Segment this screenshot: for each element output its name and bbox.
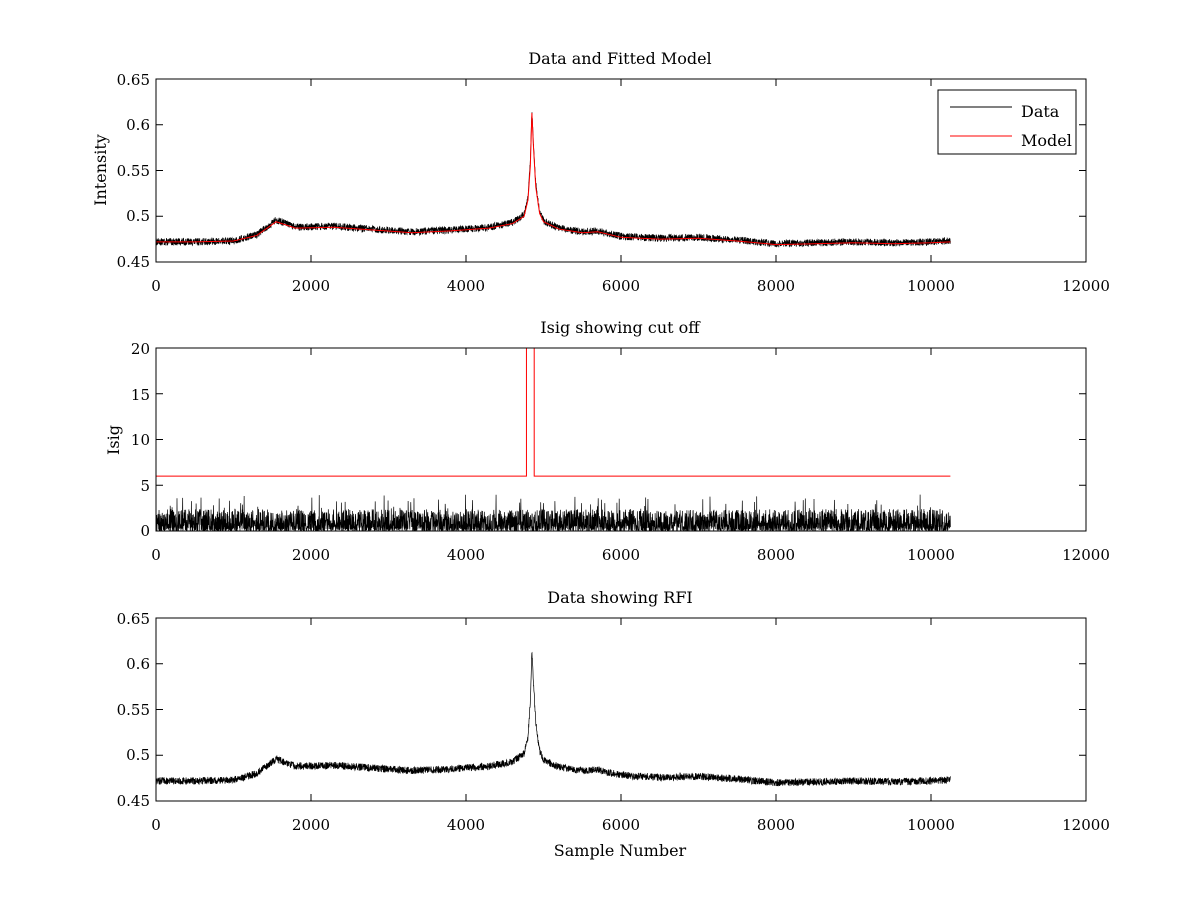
panel-2-y-tick-label: 15: [131, 386, 150, 404]
panel-2-title: Isig showing cut off: [540, 318, 701, 337]
panel-3-x-tick-label: 6000: [602, 816, 640, 834]
panel-3-x-tick-labels: 0 2000 4000 6000 8000 10000 12000: [151, 816, 1110, 834]
panel-2-y-tick-label: 20: [131, 340, 150, 358]
panel-3-x-tick-label: 10000: [907, 816, 955, 834]
panel-3-xlabel: Sample Number: [554, 841, 687, 860]
panel-2-x-tick-label: 10000: [907, 546, 955, 564]
panel-1-y-tick-label: 0.5: [126, 207, 150, 225]
legend-box: [937, 89, 1077, 155]
panel-2-x-tick-label: 6000: [602, 546, 640, 564]
legend: Data Model: [937, 89, 1077, 155]
panel-1-y-tick-label: 0.55: [117, 162, 150, 180]
panel-2-y-tick-label: 0: [140, 522, 150, 540]
series-line-s0: [156, 651, 951, 787]
panel-2-x-tick-label: 12000: [1062, 546, 1110, 564]
series-line-data: [156, 112, 951, 248]
panel-3-x-tick-label: 0: [151, 816, 161, 834]
panel-2-y-tick-labels: 0 5 10 15 20: [131, 340, 150, 540]
panel-3-y-tick-labels: 0.45 0.5 0.55 0.6 0.65: [117, 610, 150, 810]
panel-1-x-tick-label: 2000: [292, 277, 330, 295]
panel-1-plot-area: [155, 78, 1087, 263]
panel-3-x-tick-label: 12000: [1062, 816, 1110, 834]
panel-3-title: Data showing RFI: [547, 588, 692, 607]
panel-3-y-tick-label: 0.55: [117, 701, 150, 719]
panel-3-x-tick-label: 4000: [447, 816, 485, 834]
panel-3-y-tick-label: 0.65: [117, 610, 150, 628]
panel-3-y-tick-label: 0.5: [126, 746, 150, 764]
panel-2-isig-cut-off: Isig showing cut off Isig 0 2000 4000 60…: [104, 318, 1110, 564]
legend-label-data: Data: [1021, 102, 1060, 121]
panel-1-data-and-fitted-model: Data and Fitted Model Intensity 0 2000 4…: [91, 49, 1110, 295]
panel-1-x-tick-label: 6000: [602, 277, 640, 295]
legend-label-model: Model: [1021, 131, 1072, 150]
panel-1-x-tick-labels: 0 2000 4000 6000 8000 10000 12000: [151, 277, 1110, 295]
panel-2-x-tick-label: 0: [151, 546, 161, 564]
panel-1-x-tick-label: 10000: [907, 277, 955, 295]
panel-1-x-tick-label: 0: [151, 277, 161, 295]
panel-3-data-showing-rfi: Data showing RFI 0 2000 4000 6000 8000 1…: [117, 588, 1110, 860]
panel-3-plot-area: [155, 617, 1087, 802]
panel-2-x-tick-label: 8000: [757, 546, 795, 564]
panel-3-y-tick-label: 0.6: [126, 655, 150, 673]
panel-2-x-tick-label: 2000: [292, 546, 330, 564]
panel-1-y-tick-label: 0.65: [117, 71, 150, 89]
series-line-s1: [156, 348, 951, 477]
panel-1-x-tick-label: 8000: [757, 277, 795, 295]
panel-2-x-tick-label: 4000: [447, 546, 485, 564]
panel-1-ylabel: Intensity: [91, 134, 110, 206]
panel-1-x-tick-label: 12000: [1062, 277, 1110, 295]
panel-3-x-tick-label: 2000: [292, 816, 330, 834]
panel-2-ylabel: Isig: [104, 425, 123, 455]
panel-1-y-tick-labels: 0.45 0.5 0.55 0.6 0.65: [117, 71, 150, 271]
panel-2-plot-area: [155, 347, 1087, 532]
series-group: [156, 651, 951, 787]
panel-3-x-tick-label: 8000: [757, 816, 795, 834]
panel-2-y-tick-label: 5: [140, 477, 150, 495]
panel-3-y-tick-label: 0.45: [117, 792, 150, 810]
panel-2-y-tick-label: 10: [131, 431, 150, 449]
panel-1-y-tick-label: 0.45: [117, 253, 150, 271]
panel-1-x-tick-label: 4000: [447, 277, 485, 295]
panel-1-title: Data and Fitted Model: [528, 49, 711, 68]
panel-1-y-tick-label: 0.6: [126, 116, 150, 134]
series-group: [156, 112, 951, 248]
panel-2-x-tick-labels: 0 2000 4000 6000 8000 10000 12000: [151, 546, 1110, 564]
series-line-model: [156, 112, 951, 246]
